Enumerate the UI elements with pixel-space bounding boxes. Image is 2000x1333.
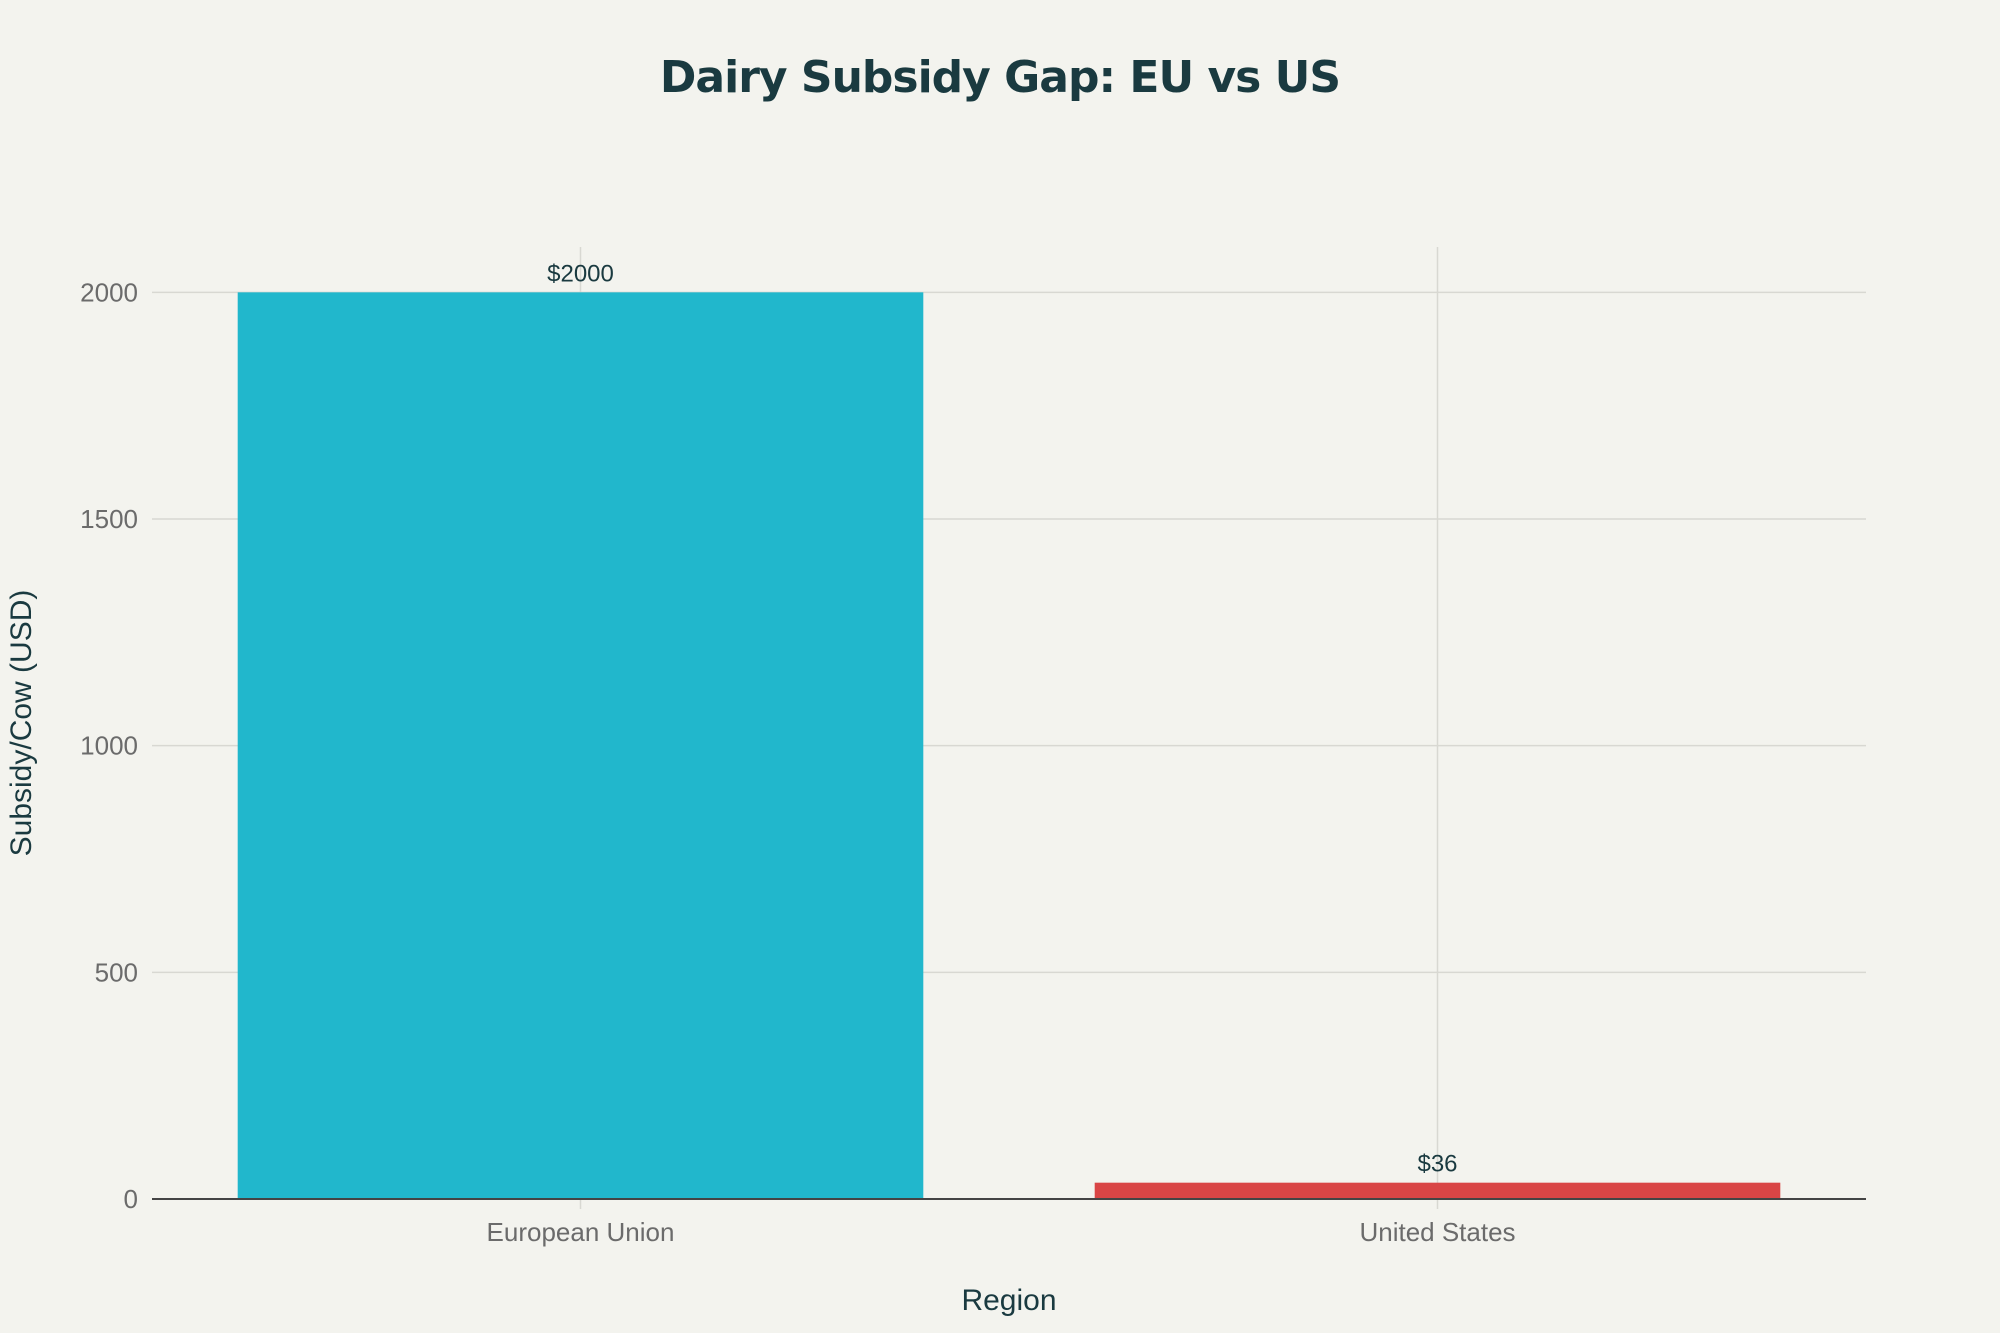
data-label: $36 — [1417, 1151, 1457, 1178]
y-axis-title: Subsidy/Cow (USD) — [5, 590, 38, 857]
x-tick-label: European Union — [487, 1217, 675, 1247]
y-tick-label: 1000 — [80, 731, 138, 761]
bar-united-states — [1094, 1182, 1781, 1199]
bars — [237, 292, 1781, 1199]
x-tick-label: United States — [1359, 1217, 1515, 1247]
y-tick-label: 2000 — [80, 277, 138, 307]
labels: 0 500 1000 1500 2000 $2000 European Union $36 Un… — [5, 260, 1516, 1317]
x-axis-title: Region — [961, 1284, 1056, 1317]
y-tick-label: 500 — [95, 957, 138, 987]
bar-european-union — [237, 292, 924, 1199]
y-tick-label: 1500 — [80, 504, 138, 534]
chart-title: Dairy Subsidy Gap: EU vs US — [659, 52, 1341, 103]
y-tick-label: 0 — [124, 1184, 138, 1214]
data-label: $2000 — [547, 260, 614, 287]
